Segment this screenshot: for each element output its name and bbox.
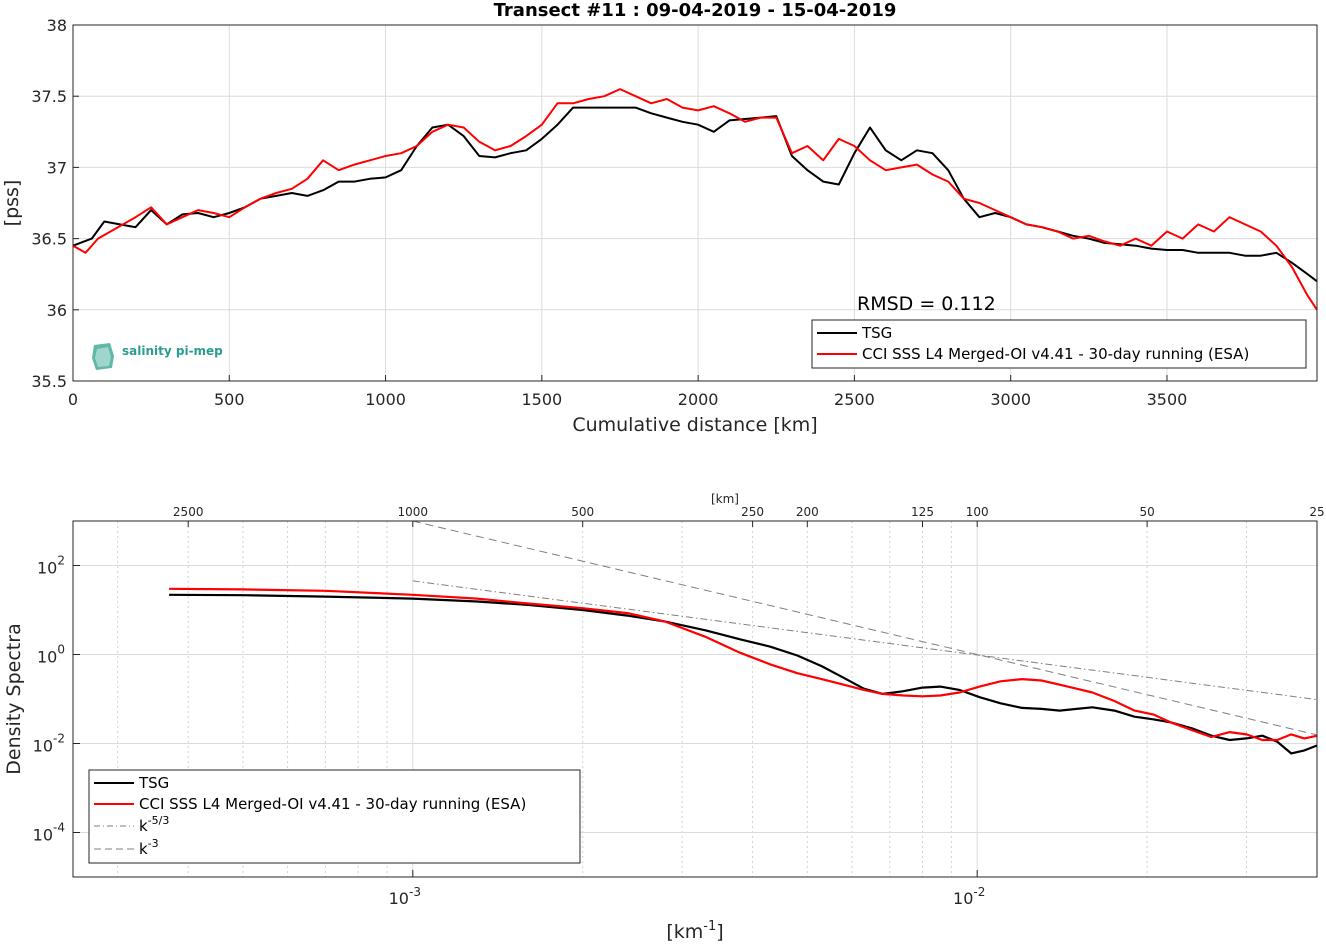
top-axis-tick-label: 100 <box>966 505 989 519</box>
top-cci-line <box>72 88 1318 311</box>
bottom-series <box>169 521 1317 755</box>
rmsd-annotation: RMSD = 0.112 <box>857 293 996 315</box>
top-x-ticks: 0 500 1000 1500 2000 2500 3000 3500 <box>68 375 1187 409</box>
top-x-tick-label: 1500 <box>521 390 562 409</box>
top-chart: 0 500 1000 1500 2000 2500 3000 3500 35.53636.53… <box>1 0 1318 436</box>
top-x-tick-label: 500 <box>214 390 245 409</box>
top-x-tick-label: 3000 <box>990 390 1031 409</box>
top-x-tick-label: 3500 <box>1147 390 1188 409</box>
bottom-x-tick-label: 10-3 <box>389 885 421 908</box>
bottom-chart: 10-3 10-2 10-4 10-2 100 102 2500 1000 500 250 20… <box>3 492 1325 943</box>
bottom-legend-cci-label: CCI SSS L4 Merged-OI v4.41 - 30-day runn… <box>139 795 526 813</box>
top-axis-tick-label: 500 <box>571 505 594 519</box>
top-y-ticks: 35.5 36 36.5 37 37.5 38 <box>31 16 79 391</box>
bottom-y-tick-label: 10-4 <box>33 821 65 845</box>
bottom-axes-box <box>72 520 1318 878</box>
top-axis-tick-label: 250 <box>741 505 764 519</box>
top-y-tick-label: 36 <box>47 301 67 320</box>
top-axis-tick-label: 125 <box>911 505 934 519</box>
top-axes-box <box>72 24 1318 382</box>
bottom-tsg-line <box>169 593 1317 755</box>
top-x-tick-label: 2500 <box>834 390 875 409</box>
top-axis-km-label: [km] <box>711 492 739 506</box>
top-y-tick-label: 37 <box>47 158 67 177</box>
top-axis-tick-label: 25 <box>1309 505 1324 519</box>
k53-reference-line <box>412 580 1317 701</box>
top-x-tick-label: 2000 <box>678 390 719 409</box>
top-x-tick-label: 0 <box>68 390 78 409</box>
top-y-tick-label: 38 <box>47 16 67 35</box>
k3-reference-line <box>412 521 1317 736</box>
top-y-tick-label: 37.5 <box>31 87 67 106</box>
top-axis-tick-label: 50 <box>1139 505 1154 519</box>
top-y-axis-label: [pss] <box>1 180 23 227</box>
top-series <box>72 88 1318 311</box>
logo-text: salinity pi-mep <box>122 344 223 358</box>
bottom-y-tick-label: 102 <box>37 554 65 578</box>
bottom-legend: TSG CCI SSS L4 Merged-OI v4.41 - 30-day … <box>88 769 581 864</box>
top-y-tick-label: 36.5 <box>31 230 67 249</box>
bottom-cci-line <box>169 587 1317 742</box>
bottom-y-tick-label: 10-2 <box>33 732 65 756</box>
bottom-legend-tsg-label: TSG <box>138 774 169 792</box>
top-chart-title: Transect #11 : 09-04-2019 - 15-04-2019 <box>494 0 897 21</box>
bottom-y-axis-label: Density Spectra <box>3 623 25 774</box>
top-legend: TSG CCI SSS L4 Merged-OI v4.41 - 30-day … <box>811 319 1307 369</box>
logo-inner-shape <box>95 347 111 367</box>
top-legend-tsg-label: TSG <box>861 324 892 342</box>
bottom-x-axis-label: [km-1] <box>666 919 723 942</box>
top-axis-tick-label: 1000 <box>398 505 429 519</box>
top-legend-box <box>811 319 1307 369</box>
bottom-top-axis-ticks: 2500 1000 500 250 200 125 100 50 25 <box>173 505 1325 527</box>
top-legend-cci-label: CCI SSS L4 Merged-OI v4.41 - 30-day runn… <box>862 345 1249 363</box>
top-axis-tick-label: 200 <box>796 505 819 519</box>
top-x-axis-label: Cumulative distance [km] <box>572 414 817 436</box>
top-x-tick-label: 1000 <box>365 390 406 409</box>
top-y-tick-label: 35.5 <box>31 372 67 391</box>
bottom-x-tick-label: 10-2 <box>953 885 985 908</box>
bottom-legend-box <box>88 769 581 864</box>
bottom-y-tick-label: 100 <box>37 643 65 667</box>
top-axis-tick-label: 2500 <box>173 505 204 519</box>
salinity-pi-mep-logo: salinity pi-mep <box>92 343 223 370</box>
